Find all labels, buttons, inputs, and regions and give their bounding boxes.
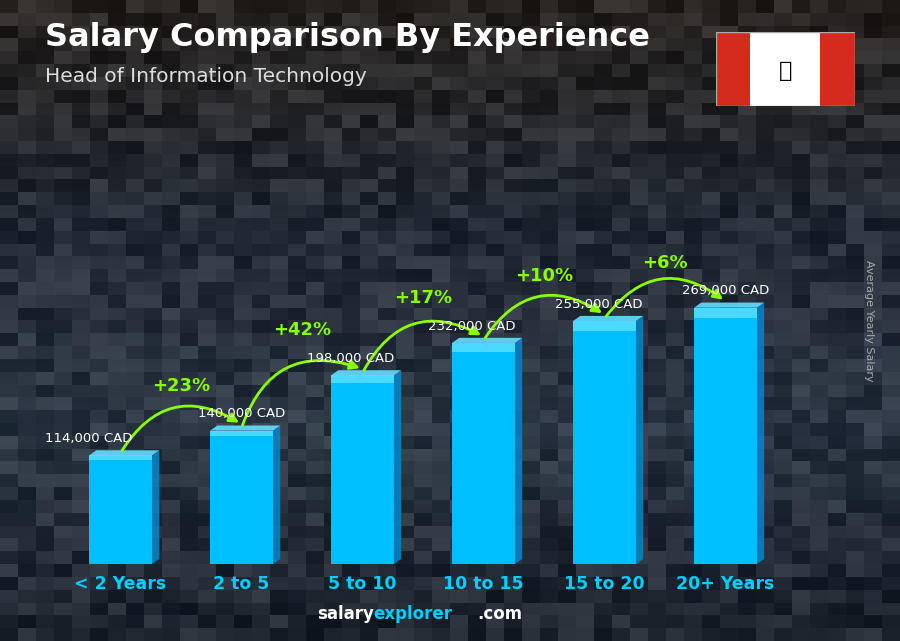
Text: Average Yearly Salary: Average Yearly Salary <box>863 260 874 381</box>
Polygon shape <box>716 32 751 106</box>
Bar <box>694 308 757 318</box>
Polygon shape <box>716 32 855 106</box>
Text: +10%: +10% <box>515 267 573 285</box>
Polygon shape <box>89 450 159 455</box>
Text: .com: .com <box>477 605 522 623</box>
Text: 🍁: 🍁 <box>778 61 792 81</box>
Text: 198,000 CAD: 198,000 CAD <box>307 352 394 365</box>
Polygon shape <box>636 316 644 564</box>
Polygon shape <box>694 303 764 308</box>
Bar <box>210 431 273 564</box>
Text: 140,000 CAD: 140,000 CAD <box>198 408 285 420</box>
Polygon shape <box>152 450 159 564</box>
Bar <box>89 455 152 564</box>
Bar <box>694 308 757 564</box>
Bar <box>573 321 636 564</box>
Bar <box>452 343 515 352</box>
Text: salary: salary <box>317 605 373 623</box>
Polygon shape <box>757 303 764 564</box>
Text: +23%: +23% <box>152 377 210 395</box>
Polygon shape <box>331 370 401 376</box>
Polygon shape <box>515 338 522 564</box>
Text: +17%: +17% <box>394 289 452 307</box>
Text: explorer: explorer <box>374 605 453 623</box>
Bar <box>331 376 394 383</box>
Bar <box>89 455 152 460</box>
Text: Head of Information Technology: Head of Information Technology <box>45 67 367 87</box>
Text: 232,000 CAD: 232,000 CAD <box>428 320 515 333</box>
Text: 114,000 CAD: 114,000 CAD <box>45 432 133 445</box>
Polygon shape <box>452 338 522 343</box>
Bar <box>573 321 636 331</box>
Bar <box>331 376 394 564</box>
Bar <box>210 431 273 436</box>
Polygon shape <box>210 426 280 431</box>
Text: +42%: +42% <box>273 321 331 340</box>
Polygon shape <box>820 32 855 106</box>
Bar <box>452 343 515 564</box>
Text: 269,000 CAD: 269,000 CAD <box>682 285 770 297</box>
Text: Salary Comparison By Experience: Salary Comparison By Experience <box>45 22 650 53</box>
Text: +6%: +6% <box>643 254 688 272</box>
Text: 255,000 CAD: 255,000 CAD <box>554 298 643 311</box>
Polygon shape <box>273 426 280 564</box>
Polygon shape <box>394 370 401 564</box>
Polygon shape <box>573 316 643 321</box>
